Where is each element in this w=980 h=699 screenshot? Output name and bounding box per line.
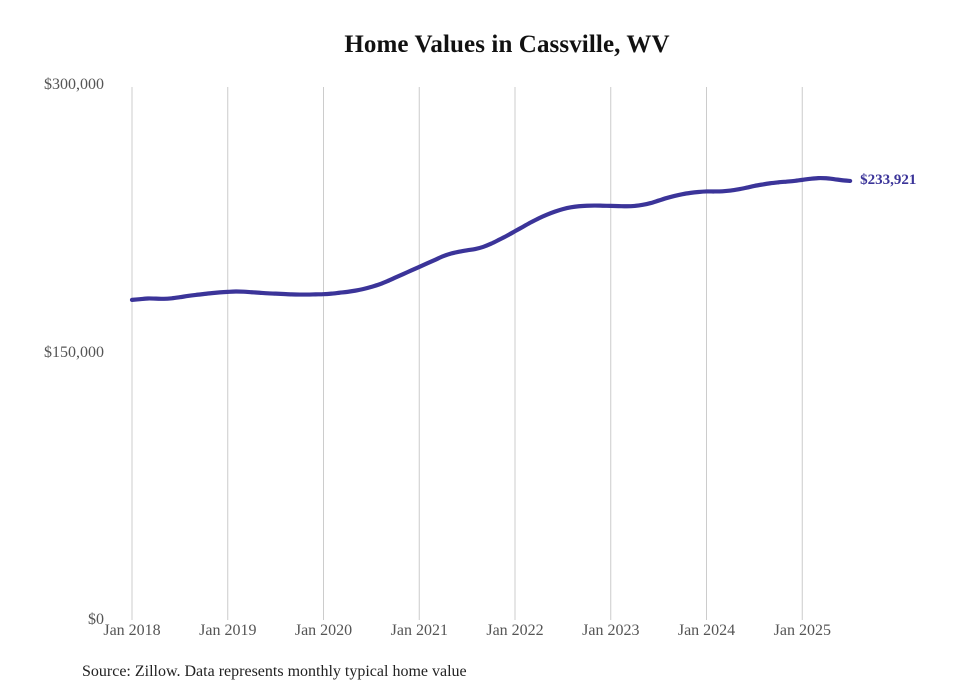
x-tick-label: Jan 2020: [294, 622, 353, 639]
home-value-line: [129, 175, 853, 302]
x-tick-label: Jan 2022: [486, 622, 544, 639]
y-tick-label: $150,000: [44, 343, 104, 361]
x-tick-label: Jan 2019: [199, 622, 257, 639]
end-value-annotation: $233,921: [860, 171, 917, 188]
x-tick-label: Jan 2024: [677, 622, 736, 639]
x-tick-label: Jan 2025: [773, 622, 831, 639]
gridlines: [131, 87, 803, 620]
x-tick-label: Jan 2021: [390, 622, 448, 639]
x-tick-label: Jan 2018: [103, 622, 161, 639]
y-tick-label: $300,000: [44, 76, 104, 93]
x-tick-label: Jan 2023: [582, 622, 640, 639]
source-caption: Source: Zillow. Data represents monthly …: [82, 663, 467, 680]
chart-title: Home Values in Cassville, WV: [344, 31, 670, 58]
y-tick-label: $0: [88, 611, 104, 628]
